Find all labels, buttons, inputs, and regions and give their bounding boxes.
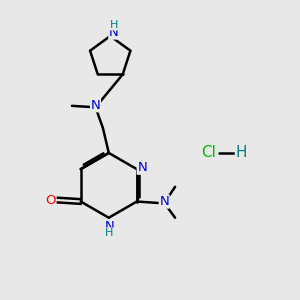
Text: O: O <box>45 194 56 207</box>
Text: N: N <box>109 26 119 39</box>
Text: H: H <box>110 20 118 30</box>
Text: H: H <box>236 146 247 160</box>
Text: N: N <box>159 195 169 208</box>
Text: N: N <box>137 161 147 174</box>
Text: Cl: Cl <box>202 146 216 160</box>
Text: H: H <box>105 228 114 238</box>
Text: N: N <box>104 220 114 233</box>
Text: N: N <box>91 99 100 112</box>
